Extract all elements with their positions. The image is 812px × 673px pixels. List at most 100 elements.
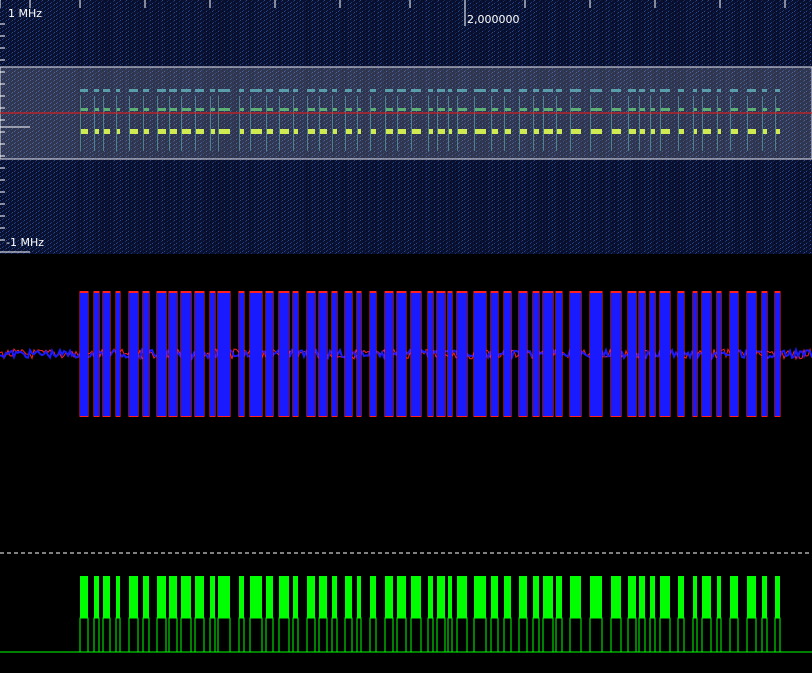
- band-edge: [678, 96, 679, 151]
- band-mark-lower: [437, 129, 445, 134]
- freq-top-label: 1 MHz: [8, 7, 42, 20]
- demod-burst: [210, 576, 215, 618]
- spectrogram-stripe: [204, 0, 205, 254]
- i-burst: [357, 293, 361, 416]
- band-mark-upper: [181, 89, 191, 92]
- demod-pulse: [649, 617, 656, 653]
- demod-pulse: [142, 617, 150, 653]
- band-mark-middle: [693, 108, 697, 111]
- band-mark-middle: [448, 108, 452, 111]
- freq-bottom-label: -1 MHz: [6, 236, 44, 249]
- band-mark-upper: [650, 89, 655, 92]
- band-mark-lower: [307, 129, 315, 134]
- spectrogram-stripe: [108, 0, 109, 254]
- band-edge: [143, 96, 144, 151]
- spectrogram-stripe: [699, 0, 700, 254]
- demod-pulse: [79, 617, 89, 653]
- spectrogram-stripe: [675, 0, 676, 254]
- band-mark-upper: [279, 89, 289, 92]
- spectrogram-stripe: [435, 0, 436, 254]
- demod-pulse: [677, 617, 685, 653]
- band-edge: [775, 96, 776, 151]
- band-edge: [385, 96, 386, 151]
- band-mark-upper: [319, 89, 327, 92]
- spectrogram-stripe: [558, 0, 559, 254]
- spectrogram-stripe: [225, 0, 226, 254]
- band-mark-lower: [730, 129, 738, 134]
- spectrogram-stripe: [603, 0, 604, 254]
- spectrogram-stripe: [456, 0, 457, 254]
- spectrogram-stripe: [450, 0, 451, 254]
- spectrogram-stripe: [78, 0, 79, 254]
- band-mark-middle: [437, 108, 445, 111]
- band-mark-middle: [94, 108, 99, 111]
- spectrogram-stripe: [165, 0, 166, 254]
- band-mark-middle: [457, 108, 467, 111]
- i-burst: [775, 293, 780, 416]
- demod-burst: [266, 576, 273, 618]
- demod-pulse: [746, 617, 757, 653]
- spectrogram-stripe: [753, 0, 754, 254]
- spectrogram-view[interactable]: 1 MHz -1 MHz 2,000000: [0, 0, 812, 254]
- demod-pulse: [427, 617, 434, 653]
- demod-pulse: [532, 617, 540, 653]
- demod-burst: [504, 576, 511, 618]
- i-burst: [762, 293, 767, 416]
- band-mark-upper: [307, 89, 315, 92]
- demod-burst: [590, 576, 602, 618]
- iq-waveform-view[interactable]: [0, 291, 812, 417]
- spectrogram-stripe: [96, 0, 97, 254]
- demod-burst: [218, 576, 230, 618]
- spectrogram-stripe: [612, 0, 613, 254]
- band-edge: [747, 96, 748, 151]
- spectrogram-stripe: [402, 0, 403, 254]
- band-mark-upper: [628, 89, 636, 92]
- demodulated-view[interactable]: [0, 576, 812, 653]
- demod-burst: [556, 576, 562, 618]
- demod-burst: [157, 576, 166, 618]
- band-mark-lower: [491, 129, 498, 134]
- spectrogram-stripe: [192, 0, 193, 254]
- demod-pulse: [729, 617, 739, 653]
- band-mark-lower: [474, 129, 486, 134]
- band-mark-upper: [157, 89, 166, 92]
- band-mark-upper: [80, 89, 88, 92]
- i-burst: [345, 293, 352, 416]
- band-edge: [250, 96, 251, 151]
- spectrogram-stripe: [105, 0, 106, 254]
- band-mark-lower: [218, 129, 230, 134]
- demod-burst: [533, 576, 539, 618]
- band-edge: [319, 96, 320, 151]
- band-mark-middle: [611, 108, 621, 111]
- spectrogram-stripe: [453, 0, 454, 254]
- spectrogram-stripe: [516, 0, 517, 254]
- band-mark-lower: [357, 129, 361, 134]
- band-edge: [533, 96, 534, 151]
- spectrogram-stripe: [705, 0, 706, 254]
- spectrogram-stripe: [756, 0, 757, 254]
- band-mark-middle: [411, 108, 421, 111]
- demod-burst: [639, 576, 645, 618]
- band-edge: [357, 96, 358, 151]
- spectrogram-stripe: [738, 0, 739, 254]
- demod-pulse: [638, 617, 646, 653]
- spectrogram-stripe: [138, 0, 139, 254]
- band-mark-lower: [411, 129, 421, 134]
- spectrogram-stripe: [663, 0, 664, 254]
- spectrogram-stripe: [477, 0, 478, 254]
- band-mark-lower: [116, 129, 120, 134]
- band-mark-middle: [332, 108, 337, 111]
- band-mark-lower: [533, 129, 539, 134]
- spectrogram-stripe: [252, 0, 253, 254]
- spectrogram-stripe: [798, 0, 799, 254]
- band-mark-middle: [266, 108, 273, 111]
- band-mark-middle: [250, 108, 262, 111]
- i-burst: [437, 293, 445, 416]
- demod-pulse: [518, 617, 528, 653]
- band-edge: [94, 96, 95, 151]
- demod-pulse: [102, 617, 111, 653]
- i-burst: [491, 293, 498, 416]
- spectrogram-signal-bands: [80, 89, 780, 151]
- band-edge: [266, 96, 267, 151]
